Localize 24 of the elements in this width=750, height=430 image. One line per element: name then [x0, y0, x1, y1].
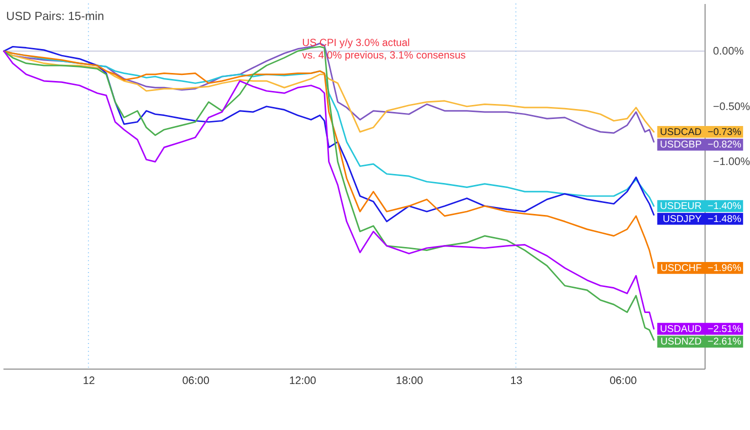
x-tick-label: 06:00 [610, 374, 637, 387]
series-label: USDNZD [660, 336, 702, 348]
series-label: USDCHF [660, 262, 702, 274]
series-label: USDAUD [660, 324, 702, 335]
y-tick-label: −0.50% [712, 100, 750, 113]
data-label: −0.82% [708, 140, 742, 151]
series-label: USDJPY [662, 214, 702, 225]
x-tick-label: 06:00 [182, 374, 210, 387]
data-label: −0.73% [708, 126, 742, 138]
chart-title: USD Pairs: 15-min [6, 8, 104, 23]
series-label: USDGBP [660, 140, 702, 151]
series-label: USDCAD [660, 126, 702, 138]
y-tick-label: 0.00% [712, 46, 744, 58]
data-label: −2.51% [708, 324, 742, 335]
data-label: −2.61% [708, 336, 742, 348]
data-label: −1.96% [708, 262, 742, 274]
data-label: −1.40% [708, 200, 742, 212]
data-label: −1.48% [708, 214, 742, 225]
x-tick-label: 12 [82, 374, 95, 387]
x-tick-label: 13 [510, 374, 522, 387]
y-tick-label: −1.00% [712, 156, 750, 168]
x-tick-label: 12:00 [289, 374, 316, 387]
x-tick-label: 18:00 [396, 374, 424, 387]
series-label: USDEUR [660, 200, 702, 212]
